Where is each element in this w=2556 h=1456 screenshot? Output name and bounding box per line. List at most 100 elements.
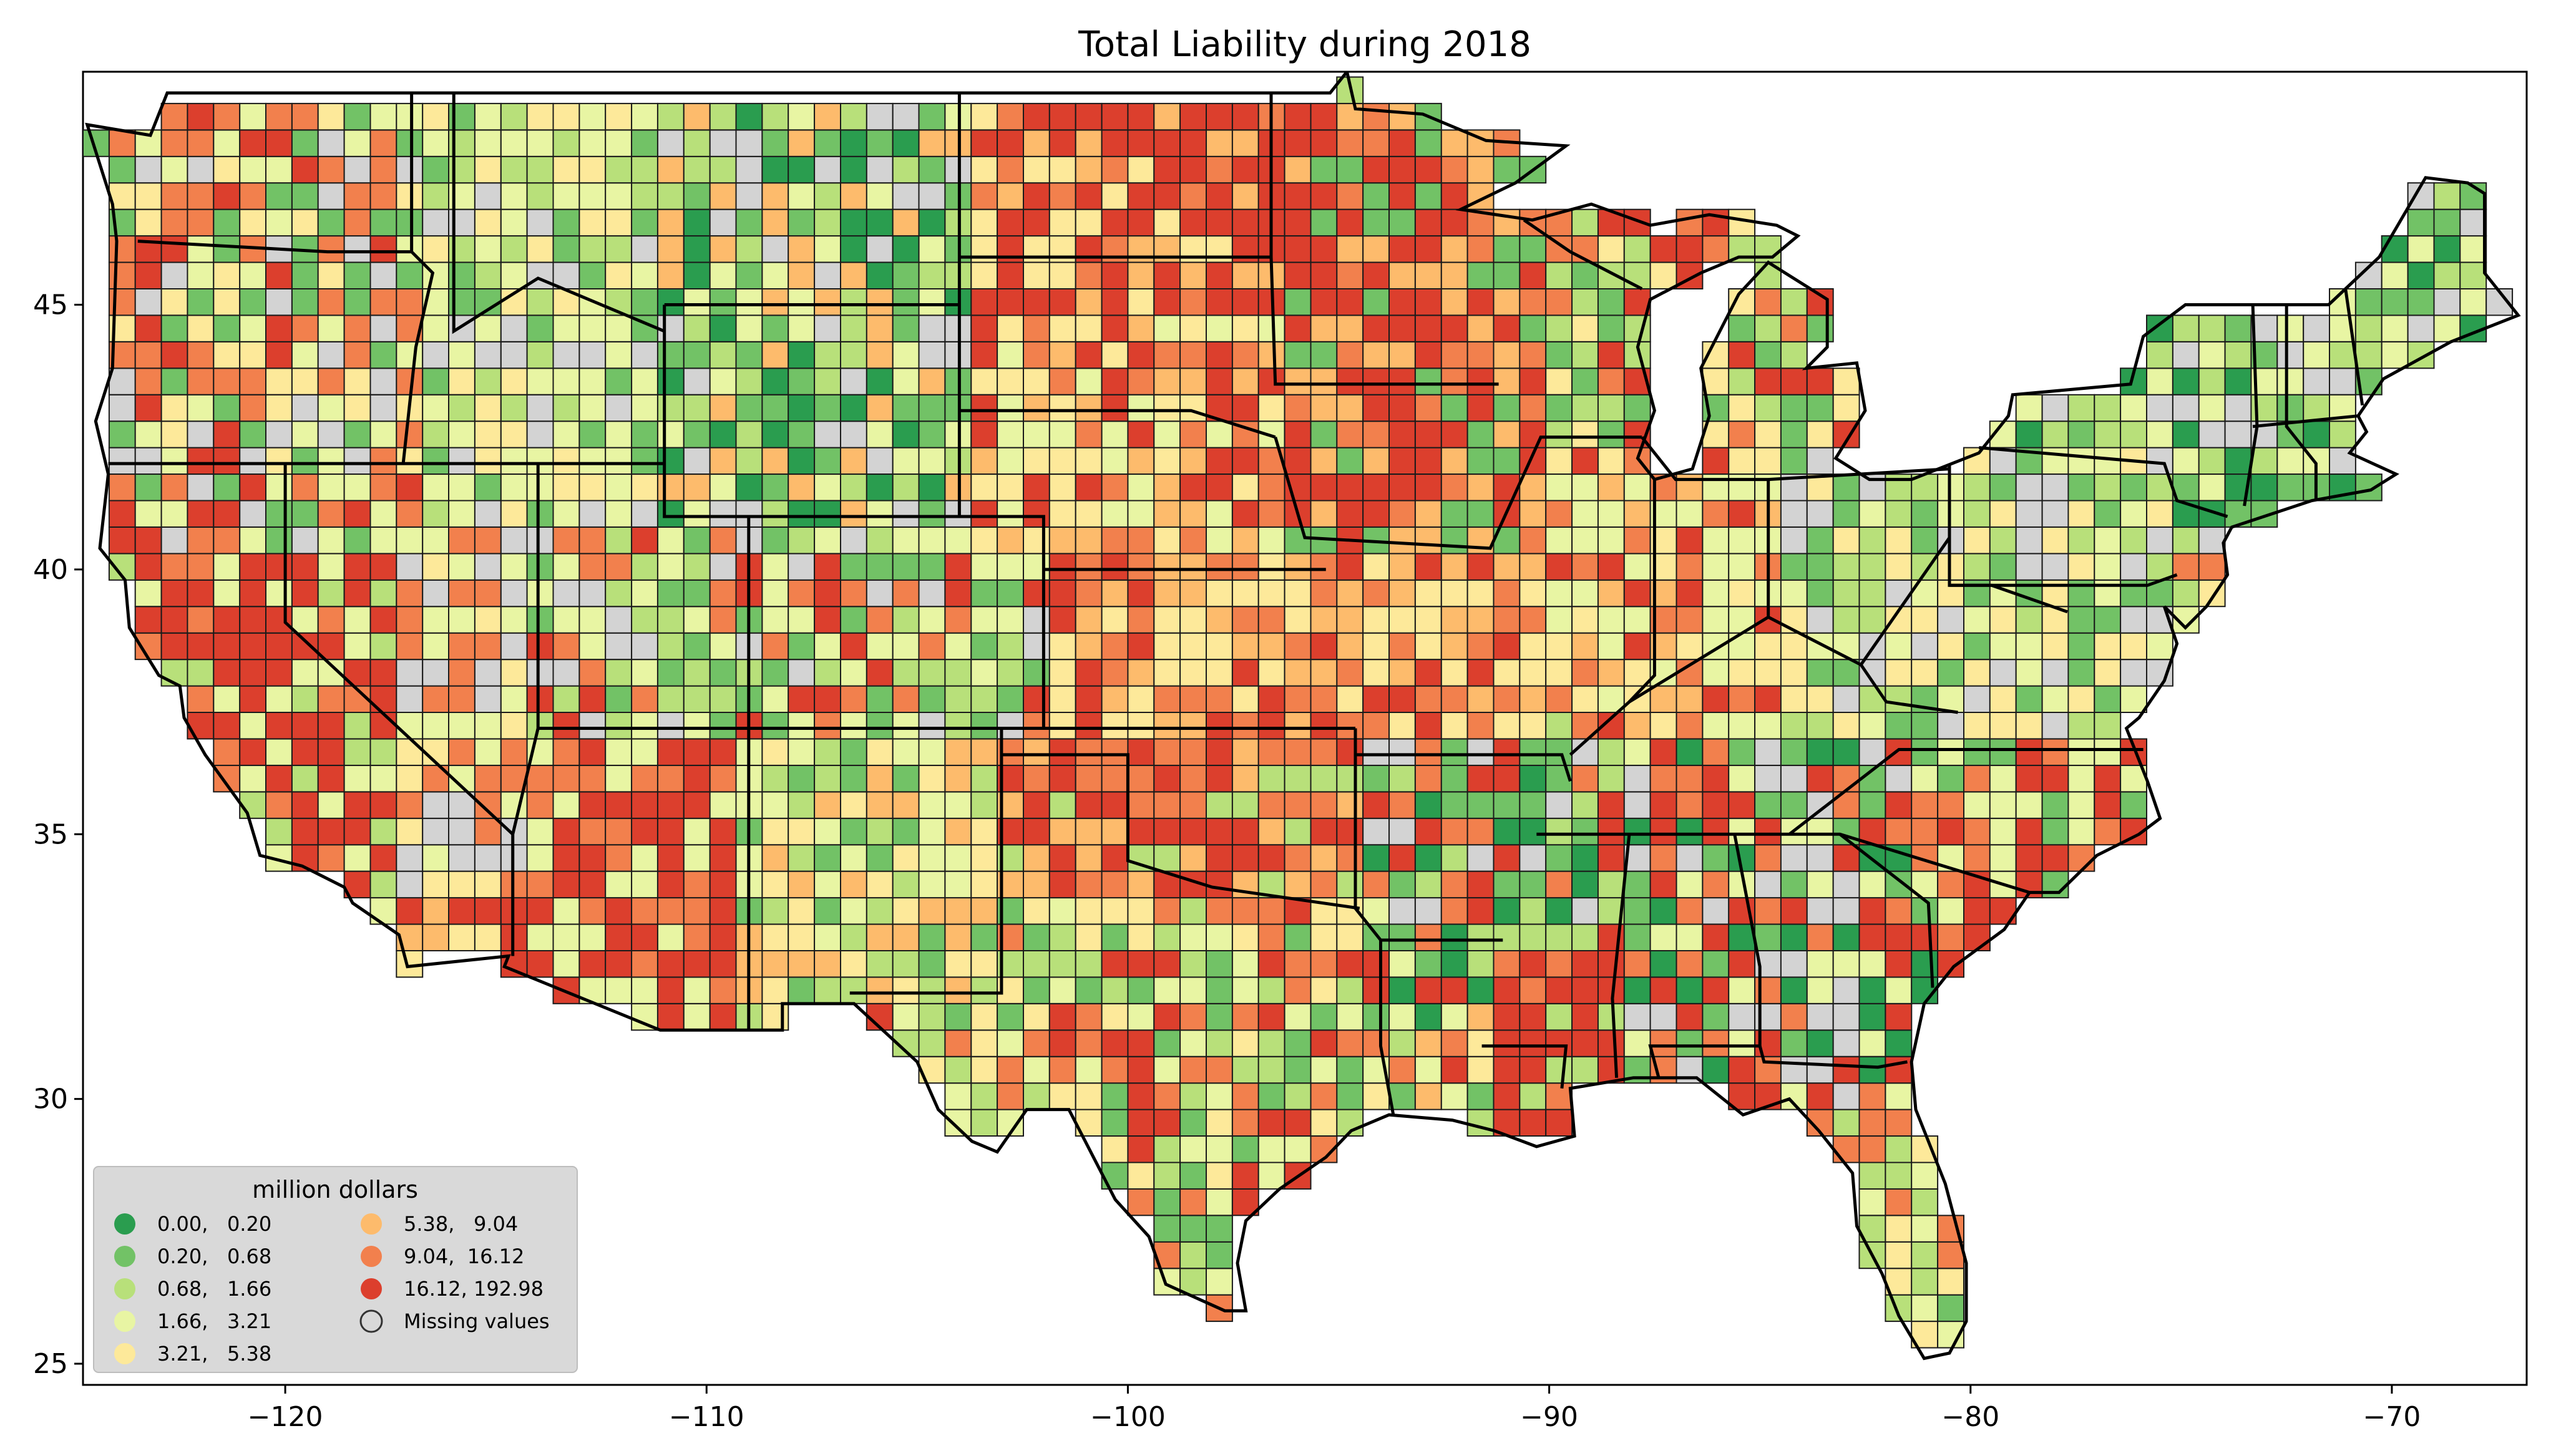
county-cell [1284, 632, 1312, 661]
county-cell [1153, 208, 1181, 237]
county-cell [1362, 341, 1390, 369]
county-cell [160, 394, 188, 422]
county-cell [997, 155, 1024, 184]
county-cell [2198, 420, 2226, 449]
county-cell [343, 632, 371, 661]
county-cell [1440, 129, 1468, 157]
county-cell [1885, 923, 1913, 951]
county-cell [1310, 367, 1338, 396]
county-cell [1519, 420, 1547, 449]
county-cell [1832, 367, 1860, 396]
county-cell [2120, 659, 2148, 687]
county-cell [369, 208, 398, 237]
county-cell [1179, 527, 1207, 555]
county-cell [2303, 394, 2331, 422]
legend-label: Missing values [404, 1309, 550, 1333]
county-cell [2094, 764, 2122, 793]
county-cell [1127, 208, 1155, 237]
county-cell [578, 817, 607, 846]
county-cell [422, 791, 450, 819]
county-cell [605, 208, 633, 237]
county-cell [1388, 950, 1416, 978]
county-cell [1257, 950, 1285, 978]
county-cell [1754, 817, 1782, 846]
county-cell [1257, 579, 1285, 608]
county-cell [656, 447, 685, 475]
county-cell [683, 764, 711, 793]
county-cell [1206, 1241, 1233, 1269]
county-cell [1231, 764, 1259, 793]
county-cell [1362, 1029, 1390, 1057]
county-cell [369, 394, 398, 422]
county-cell [1206, 473, 1233, 502]
county-cell [1519, 1109, 1547, 1137]
county-cell [187, 394, 215, 422]
county-cell [291, 341, 319, 369]
county-cell [1597, 791, 1625, 819]
county-cell [2015, 606, 2043, 634]
county-cell [396, 764, 424, 793]
county-cell [1571, 791, 1599, 819]
county-cell [1231, 1109, 1259, 1137]
county-cell [1179, 473, 1207, 502]
county-cell [1336, 817, 1364, 846]
county-cell [500, 473, 528, 502]
county-cell [369, 473, 398, 502]
county-cell [422, 685, 450, 713]
county-cell [500, 712, 528, 740]
county-cell [1414, 182, 1442, 210]
county-cell [1179, 950, 1207, 978]
county-cell [1206, 1294, 1233, 1323]
county-cell [2015, 791, 2043, 819]
county-cell [213, 182, 241, 210]
county-cell [1101, 553, 1129, 581]
county-cell [369, 182, 398, 210]
county-cell [134, 314, 162, 342]
county-cell [918, 1056, 946, 1084]
county-cell [1388, 685, 1416, 713]
county-cell [970, 579, 998, 608]
county-cell [1127, 976, 1155, 1004]
county-cell [1597, 606, 1625, 634]
county-cell [1206, 102, 1233, 131]
county-cell [892, 685, 920, 713]
county-cell [500, 182, 528, 210]
county-cell [187, 500, 215, 528]
state-boundary [1628, 479, 1656, 703]
county-cell [500, 659, 528, 687]
county-cell [866, 791, 894, 819]
county-cell [1075, 712, 1103, 740]
county-cell [840, 897, 867, 925]
county-cell [866, 844, 894, 872]
county-cell [840, 367, 867, 396]
county-cell [2067, 659, 2095, 687]
county-cell [526, 447, 554, 475]
county-cell [2015, 500, 2043, 528]
county-cell [1440, 314, 1468, 342]
county-cell [1597, 632, 1625, 661]
county-cell [1048, 1082, 1076, 1110]
county-cell [160, 314, 188, 342]
county-cell [2120, 394, 2148, 422]
county-cell [552, 870, 580, 899]
county-cell [1597, 764, 1625, 793]
county-cell [970, 764, 998, 793]
county-cell [1806, 738, 1834, 766]
county-cell [265, 712, 293, 740]
county-cell [1048, 897, 1076, 925]
county-cell [1571, 606, 1599, 634]
county-cell [1075, 553, 1103, 581]
county-cell [1206, 261, 1233, 290]
county-cell [1310, 606, 1338, 634]
county-cell [709, 288, 737, 316]
county-cell [2303, 314, 2331, 342]
county-cell [1206, 1162, 1233, 1190]
county-cell [1963, 447, 1991, 475]
county-cell [1153, 659, 1181, 687]
county-cell [1963, 632, 1991, 661]
county-cell [1728, 923, 1756, 951]
county-cell [761, 235, 789, 263]
county-cell [1728, 659, 1756, 687]
county-cell [997, 553, 1024, 581]
county-cell [2067, 553, 2095, 581]
